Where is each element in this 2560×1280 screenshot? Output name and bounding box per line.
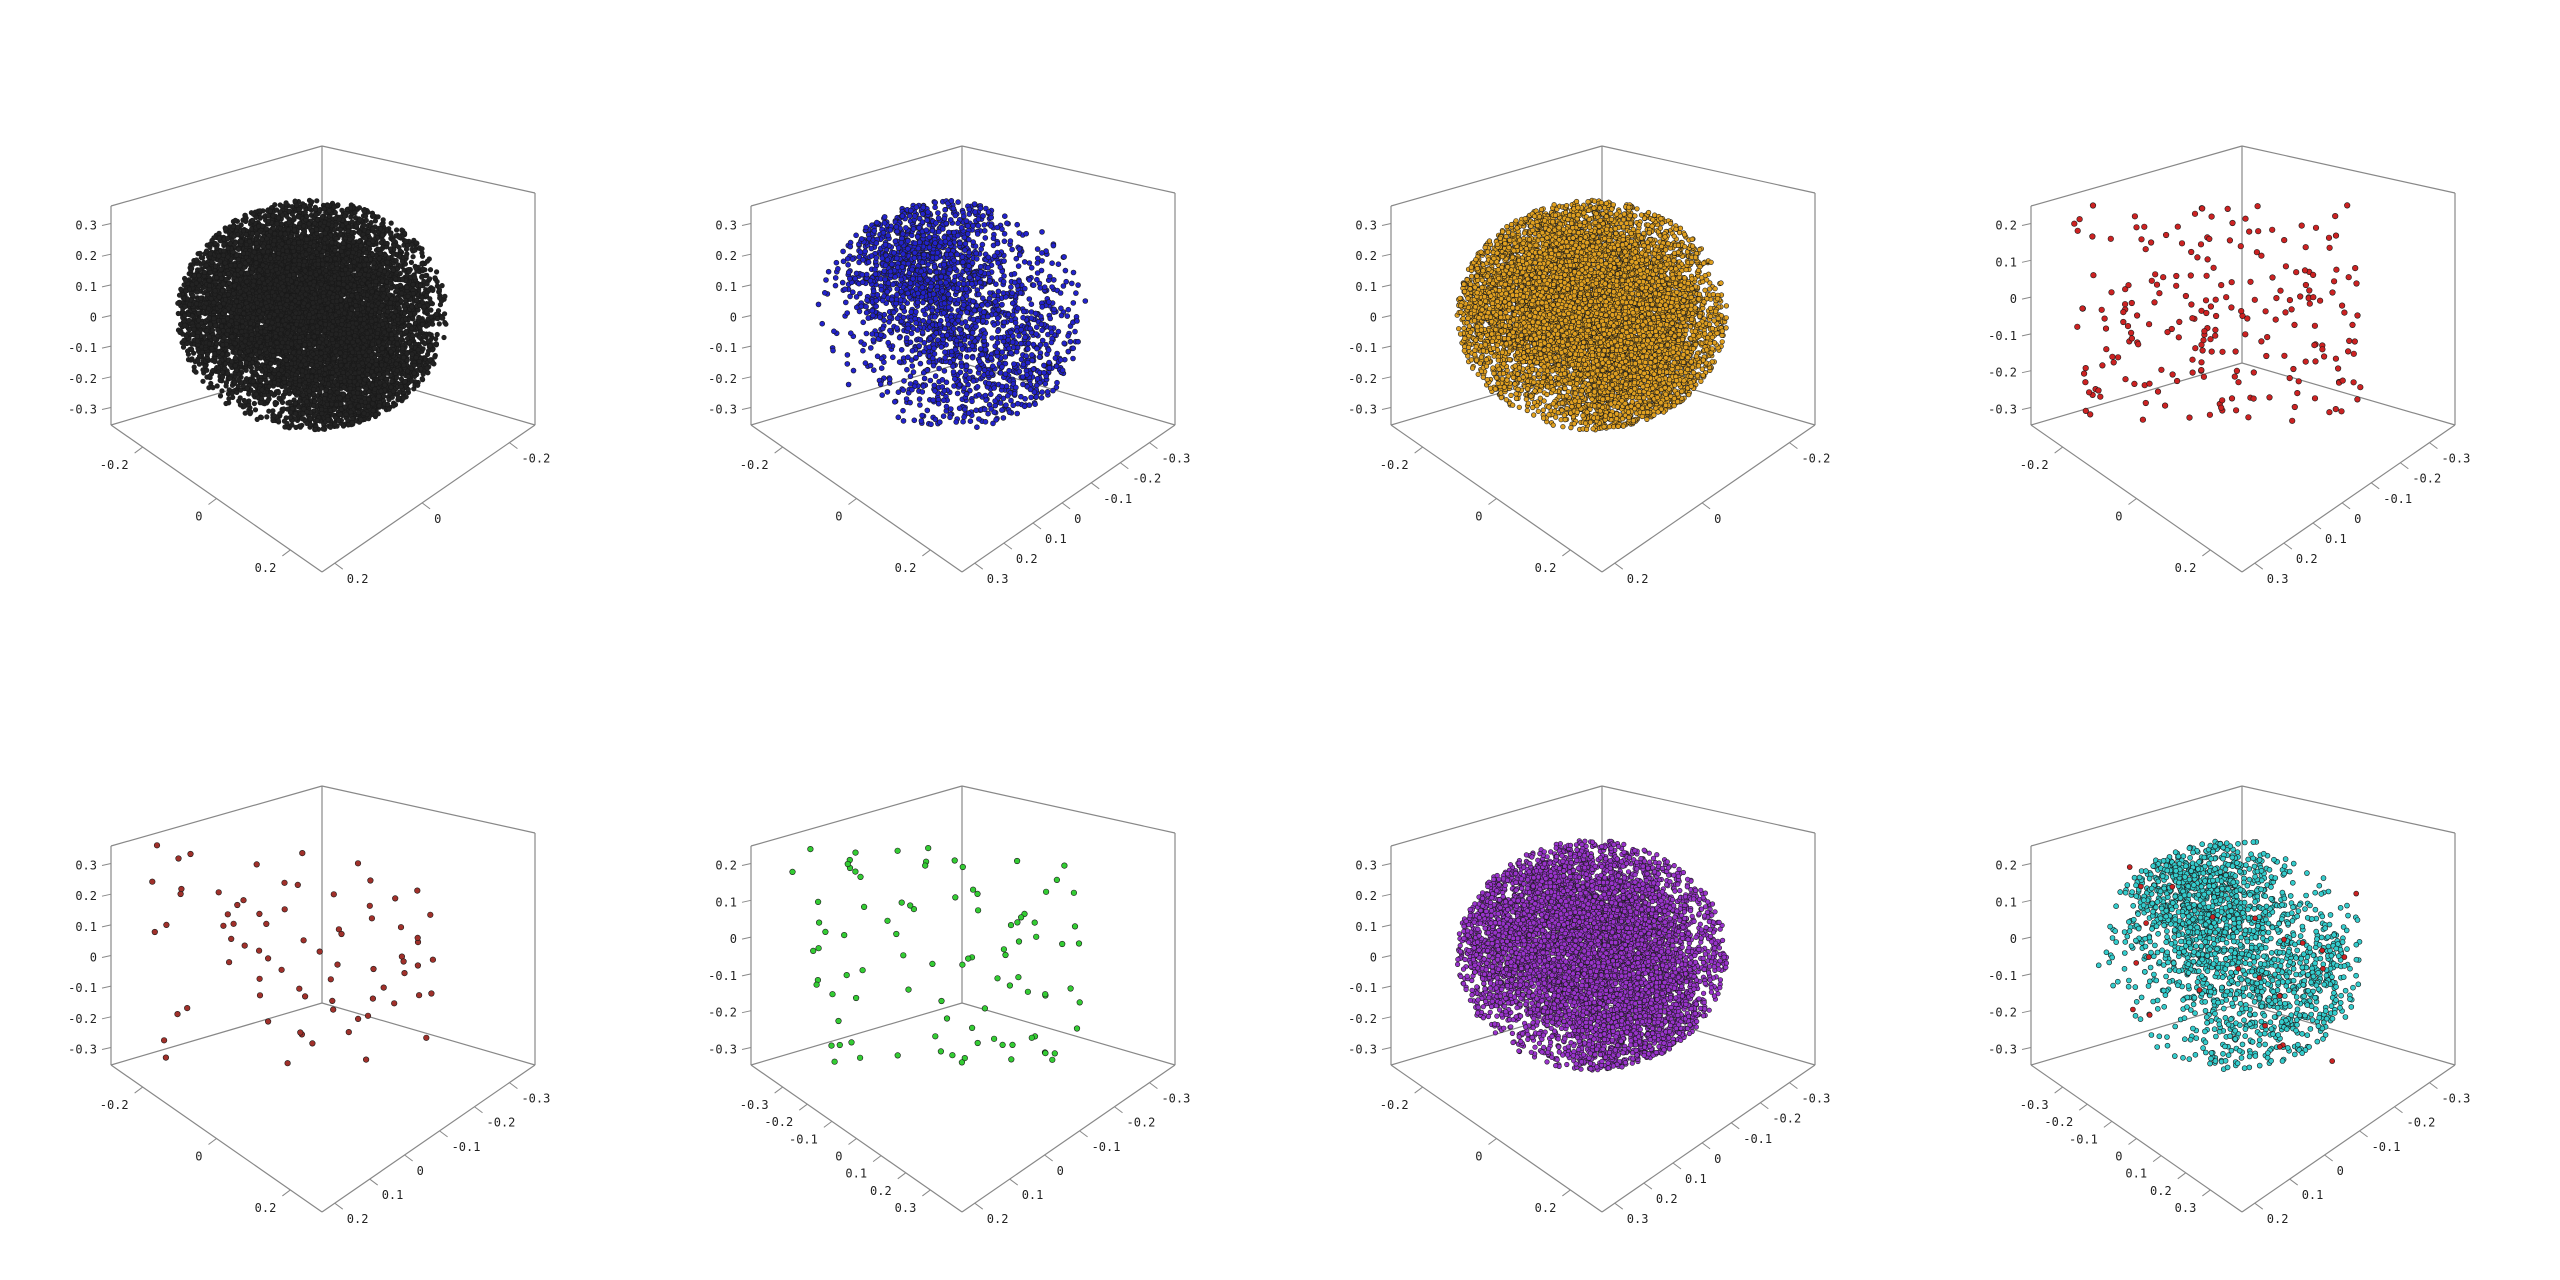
data-point (251, 400, 257, 407)
data-point (386, 406, 392, 412)
data-point (180, 344, 187, 350)
box-edge-4 (110, 145, 323, 207)
data-point (385, 401, 391, 408)
data-points (175, 197, 449, 433)
data-point (375, 214, 381, 220)
box-edge-5 (321, 145, 536, 194)
data-point (394, 227, 400, 233)
data-point (434, 269, 440, 275)
data-point (297, 398, 303, 404)
data-point (198, 255, 204, 261)
data-point (434, 331, 440, 338)
data-point (329, 375, 335, 381)
box-edge-9 (321, 424, 536, 573)
data-point (264, 414, 270, 420)
data-point (430, 321, 436, 327)
data-point (380, 217, 386, 223)
data-point (314, 198, 320, 204)
data-point (223, 380, 229, 386)
data-point (226, 396, 232, 402)
data-point (217, 393, 224, 399)
data-point (254, 231, 260, 237)
data-point (408, 259, 415, 266)
scatter3d-plot-1: 0.30.20.10-0.1-0.2-0.3-0.200.2-0.200.2 (68, 145, 550, 586)
panel-1: 0.3 0.2 0.1 0 -0.1 -0.2 -0.3 -0.2 0 0.2 -0.2 0 0.2 (0, 0, 640, 640)
data-point (252, 407, 259, 413)
data-point (410, 254, 416, 260)
data-point (238, 361, 244, 367)
data-point (219, 388, 225, 394)
data-point (320, 426, 326, 432)
data-point (208, 380, 214, 387)
data-point (254, 416, 260, 423)
data-point (246, 391, 252, 397)
data-point (197, 267, 203, 273)
data-point (388, 220, 394, 226)
data-point (419, 376, 425, 382)
data-point (442, 311, 448, 317)
